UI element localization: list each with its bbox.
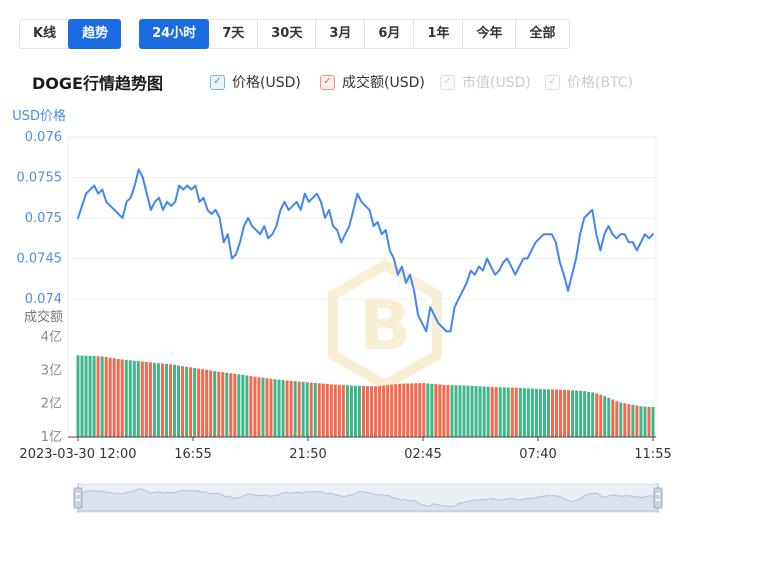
chart-type-tab-group: K线 趋势 bbox=[19, 19, 122, 49]
x-axis-tick-label: 21:50 bbox=[289, 447, 326, 462]
volume-axis-title: 成交额 bbox=[24, 309, 63, 325]
volume-bars-series bbox=[76, 355, 655, 437]
volume-axis-tick-label: 3亿 bbox=[41, 363, 62, 378]
price-line-series bbox=[77, 168, 654, 333]
legend-label: 成交额(USD) bbox=[342, 75, 425, 91]
range-tab-group: 24小时 7天 30天 3月 6月 1年 今年 全部 bbox=[139, 19, 570, 49]
x-axis-tick-label: 07:40 bbox=[519, 447, 556, 462]
volume-axis-tick-label: 2亿 bbox=[41, 397, 62, 412]
navigator-handle-left[interactable] bbox=[73, 483, 83, 513]
legend-label: 价格(USD) bbox=[232, 75, 301, 91]
volume-axis-tick-label: 1亿 bbox=[41, 430, 62, 445]
legend-label: 价格(BTC) bbox=[567, 75, 634, 91]
navigator-handle-right[interactable] bbox=[653, 483, 663, 513]
svg-text:B: B bbox=[359, 287, 411, 366]
chart-type-tab-1[interactable]: 趋势 bbox=[68, 19, 122, 49]
price-axis-tick-label: 0.0755 bbox=[17, 171, 63, 186]
x-axis: 2023-03-30 12:00 16:55 21:50 02:45 07:40 11:5… bbox=[19, 436, 672, 462]
navigator-mini-area bbox=[77, 488, 659, 512]
plot-frame bbox=[67, 136, 657, 438]
range-tab-2[interactable]: 30天 bbox=[257, 20, 315, 48]
checkbox[interactable]: ✓ bbox=[545, 74, 560, 90]
x-axis-tick-label: 02:45 bbox=[404, 447, 441, 462]
checkbox[interactable]: ✓ bbox=[440, 74, 455, 90]
watermark-logo-icon: B bbox=[328, 259, 442, 391]
checkbox[interactable]: ✓ bbox=[320, 74, 335, 90]
price-axis-tick-label: 0.0745 bbox=[17, 252, 63, 267]
volume-axis-tick-label: 4亿 bbox=[41, 330, 62, 345]
legend-item-3[interactable]: ✓ 价格(BTC) bbox=[545, 72, 633, 92]
range-tab-0[interactable]: 24小时 bbox=[139, 19, 210, 49]
y-axis: USD价格 0.076 0.0755 0.075 0.0745 0.074 成交额 4亿 3亿 2… bbox=[12, 108, 66, 445]
x-axis-tick-label: 16:55 bbox=[174, 447, 211, 462]
price-axis-tick-label: 0.075 bbox=[25, 211, 62, 226]
checkbox[interactable]: ✓ bbox=[210, 74, 225, 90]
tab-bar: K线 趋势 24小时 7天 30天 3月 6月 1年 今年 全部 bbox=[19, 19, 570, 49]
check-icon: ✓ bbox=[323, 76, 332, 87]
chart-header: DOGE行情趋势图 ✓ 价格(USD) ✓ 成交额(USD) ✓ 市值(USD) ✓ 价格(B… bbox=[0, 68, 780, 94]
page-title: DOGE行情趋势图 bbox=[32, 74, 163, 93]
legend-label: 市值(USD) bbox=[462, 75, 531, 91]
chart-type-tab-0[interactable]: K线 bbox=[33, 26, 57, 41]
check-icon: ✓ bbox=[443, 76, 452, 87]
price-axis-tick-label: 0.076 bbox=[25, 130, 62, 145]
data-zoom-navigator bbox=[73, 483, 663, 513]
price-axis-tick-label: 0.074 bbox=[25, 292, 62, 307]
range-tab-3[interactable]: 3月 bbox=[315, 20, 364, 48]
range-tab-6[interactable]: 今年 bbox=[462, 20, 515, 48]
legend-item-2[interactable]: ✓ 市值(USD) bbox=[440, 72, 531, 92]
x-axis-tick-label: 2023-03-30 12:00 bbox=[19, 447, 136, 462]
range-tab-5[interactable]: 1年 bbox=[413, 20, 462, 48]
check-icon: ✓ bbox=[548, 76, 557, 87]
legend-item-0[interactable]: ✓ 价格(USD) bbox=[210, 72, 301, 92]
price-axis-title: USD价格 bbox=[12, 108, 66, 124]
check-icon: ✓ bbox=[213, 76, 222, 87]
legend-item-1[interactable]: ✓ 成交额(USD) bbox=[320, 72, 425, 92]
x-axis-tick-label: 11:55 bbox=[634, 447, 671, 462]
range-tab-7[interactable]: 全部 bbox=[515, 20, 568, 48]
range-tab-4[interactable]: 6月 bbox=[364, 20, 413, 48]
